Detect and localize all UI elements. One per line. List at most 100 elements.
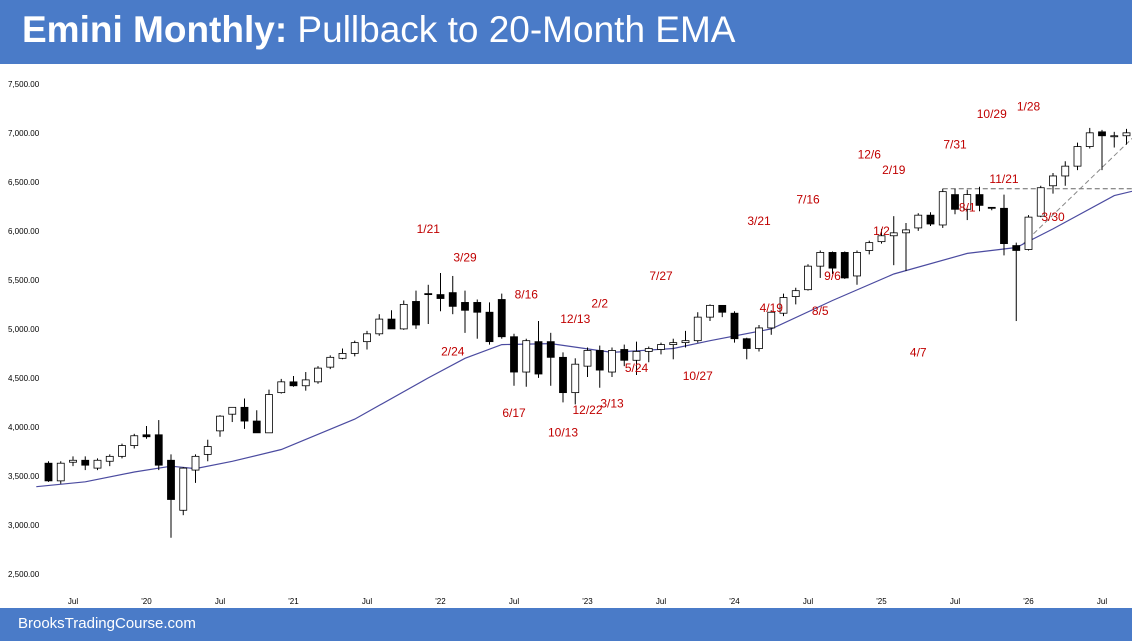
x-axis: Jul '20 Jul '21 Jul '22 Jul '23 Jul '24 Jul '25 Jul '… bbox=[68, 597, 1107, 606]
candle bbox=[448, 275, 457, 315]
x-tick-label: '24 bbox=[729, 597, 740, 606]
candle bbox=[620, 344, 629, 367]
candle bbox=[142, 425, 151, 439]
date-label: 4/19 bbox=[760, 301, 784, 315]
candle bbox=[644, 346, 653, 363]
candle bbox=[938, 188, 947, 228]
candle-body-bull bbox=[363, 333, 371, 343]
x-tick-label: Jul bbox=[215, 597, 225, 606]
candle bbox=[203, 439, 212, 462]
annotations: 1/21 3/29 2/24 8/16 6/17 10/13 12/13 12/22 2/2 3/… bbox=[417, 99, 1065, 439]
candle-body-bear bbox=[461, 302, 469, 311]
candle-body-bull bbox=[804, 265, 812, 291]
candle-body-bear bbox=[730, 312, 739, 340]
candle-body-bear bbox=[240, 406, 249, 422]
candle bbox=[804, 264, 812, 291]
candle-body-bull bbox=[179, 467, 188, 511]
candle bbox=[657, 342, 665, 355]
candle bbox=[69, 456, 77, 467]
candle bbox=[497, 293, 506, 339]
x-tick-label: Jul bbox=[362, 597, 372, 606]
candle-body-bull bbox=[938, 191, 947, 226]
candle-body-bull bbox=[889, 232, 898, 237]
candle-body-bull bbox=[608, 350, 616, 373]
title-banner: Emini Monthly: Pullback to 20-Month EMA bbox=[0, 0, 1132, 64]
candle bbox=[1036, 185, 1045, 218]
ema-line bbox=[36, 190, 1132, 488]
candle-body-bull bbox=[350, 342, 359, 354]
candle bbox=[399, 300, 408, 330]
candle-body-bull bbox=[632, 351, 641, 361]
candle-body-bear bbox=[252, 420, 261, 434]
candle-body-bull bbox=[326, 356, 335, 368]
candle-body-bull bbox=[522, 340, 531, 373]
candle bbox=[461, 290, 469, 333]
footer-banner: BrooksTradingCourse.com bbox=[0, 608, 1132, 641]
candle-body-bear bbox=[473, 302, 482, 313]
date-label: 2/24 bbox=[441, 344, 465, 358]
date-label: 3/13 bbox=[600, 396, 624, 410]
candle bbox=[914, 213, 923, 231]
candle bbox=[779, 293, 788, 317]
candle-body-bull bbox=[644, 348, 653, 352]
candle bbox=[216, 415, 224, 437]
candle-body-bull bbox=[1085, 132, 1094, 147]
candle-body-bear bbox=[485, 311, 494, 343]
title-subtitle: Pullback to 20-Month EMA bbox=[287, 9, 736, 50]
page-title: Emini Monthly: Pullback to 20-Month EMA bbox=[22, 9, 735, 51]
candle bbox=[742, 337, 751, 360]
candle-body-bull bbox=[130, 435, 139, 446]
candle bbox=[179, 467, 188, 516]
candle bbox=[767, 310, 776, 335]
candle-body-bull bbox=[118, 445, 126, 457]
candle bbox=[926, 212, 935, 226]
candle bbox=[167, 454, 175, 538]
date-label: 2/2 bbox=[591, 296, 608, 310]
candle bbox=[975, 186, 984, 212]
candle bbox=[718, 304, 727, 318]
candle-body-bear bbox=[1012, 245, 1021, 251]
candle-body-bull bbox=[301, 379, 310, 387]
candle-body-bull bbox=[853, 252, 861, 277]
date-label: 6/17 bbox=[502, 406, 526, 420]
date-label: 10/27 bbox=[683, 369, 713, 383]
candle bbox=[473, 299, 482, 339]
candle-body-bull bbox=[338, 353, 347, 359]
candle-body-bear bbox=[448, 292, 457, 307]
candle bbox=[56, 461, 65, 484]
date-label: 8/1 bbox=[959, 200, 976, 214]
candle-body-bear bbox=[510, 336, 518, 373]
y-tick-label: 7,000.00 bbox=[8, 129, 40, 138]
candle-body-bear bbox=[975, 194, 984, 206]
candle bbox=[559, 352, 567, 403]
candle bbox=[987, 206, 996, 211]
candle-body-bull bbox=[314, 367, 322, 383]
candle-body-bull bbox=[399, 303, 408, 330]
candle-body-bear bbox=[840, 252, 849, 279]
candle bbox=[522, 338, 531, 387]
candle bbox=[277, 378, 286, 394]
candle-body-bull bbox=[69, 459, 77, 463]
x-tick-label: '23 bbox=[582, 597, 593, 606]
candle bbox=[510, 333, 518, 386]
candle bbox=[1012, 242, 1021, 322]
x-tick-label: Jul bbox=[656, 597, 666, 606]
candle-body-bull bbox=[779, 297, 788, 314]
date-label: 2/19 bbox=[882, 163, 906, 177]
candle-body-bull bbox=[277, 381, 286, 394]
x-tick-label: '26 bbox=[1023, 597, 1034, 606]
y-tick-label: 2,500.00 bbox=[8, 570, 40, 579]
candle-body-bear bbox=[289, 381, 298, 387]
candle-body-bear bbox=[987, 206, 996, 209]
candle-body-bull bbox=[693, 316, 702, 342]
candle-body-bull bbox=[1110, 135, 1119, 138]
date-label: 1/2 bbox=[873, 224, 890, 238]
candle-body-bear bbox=[742, 338, 751, 349]
candle bbox=[865, 240, 874, 255]
candle bbox=[93, 458, 102, 471]
date-label: 4/7 bbox=[910, 345, 927, 359]
candle-body-bull bbox=[767, 311, 776, 329]
candle-body-bear bbox=[1000, 207, 1008, 245]
candle-body-bull bbox=[914, 214, 923, 229]
candle-body-bear bbox=[142, 434, 151, 438]
